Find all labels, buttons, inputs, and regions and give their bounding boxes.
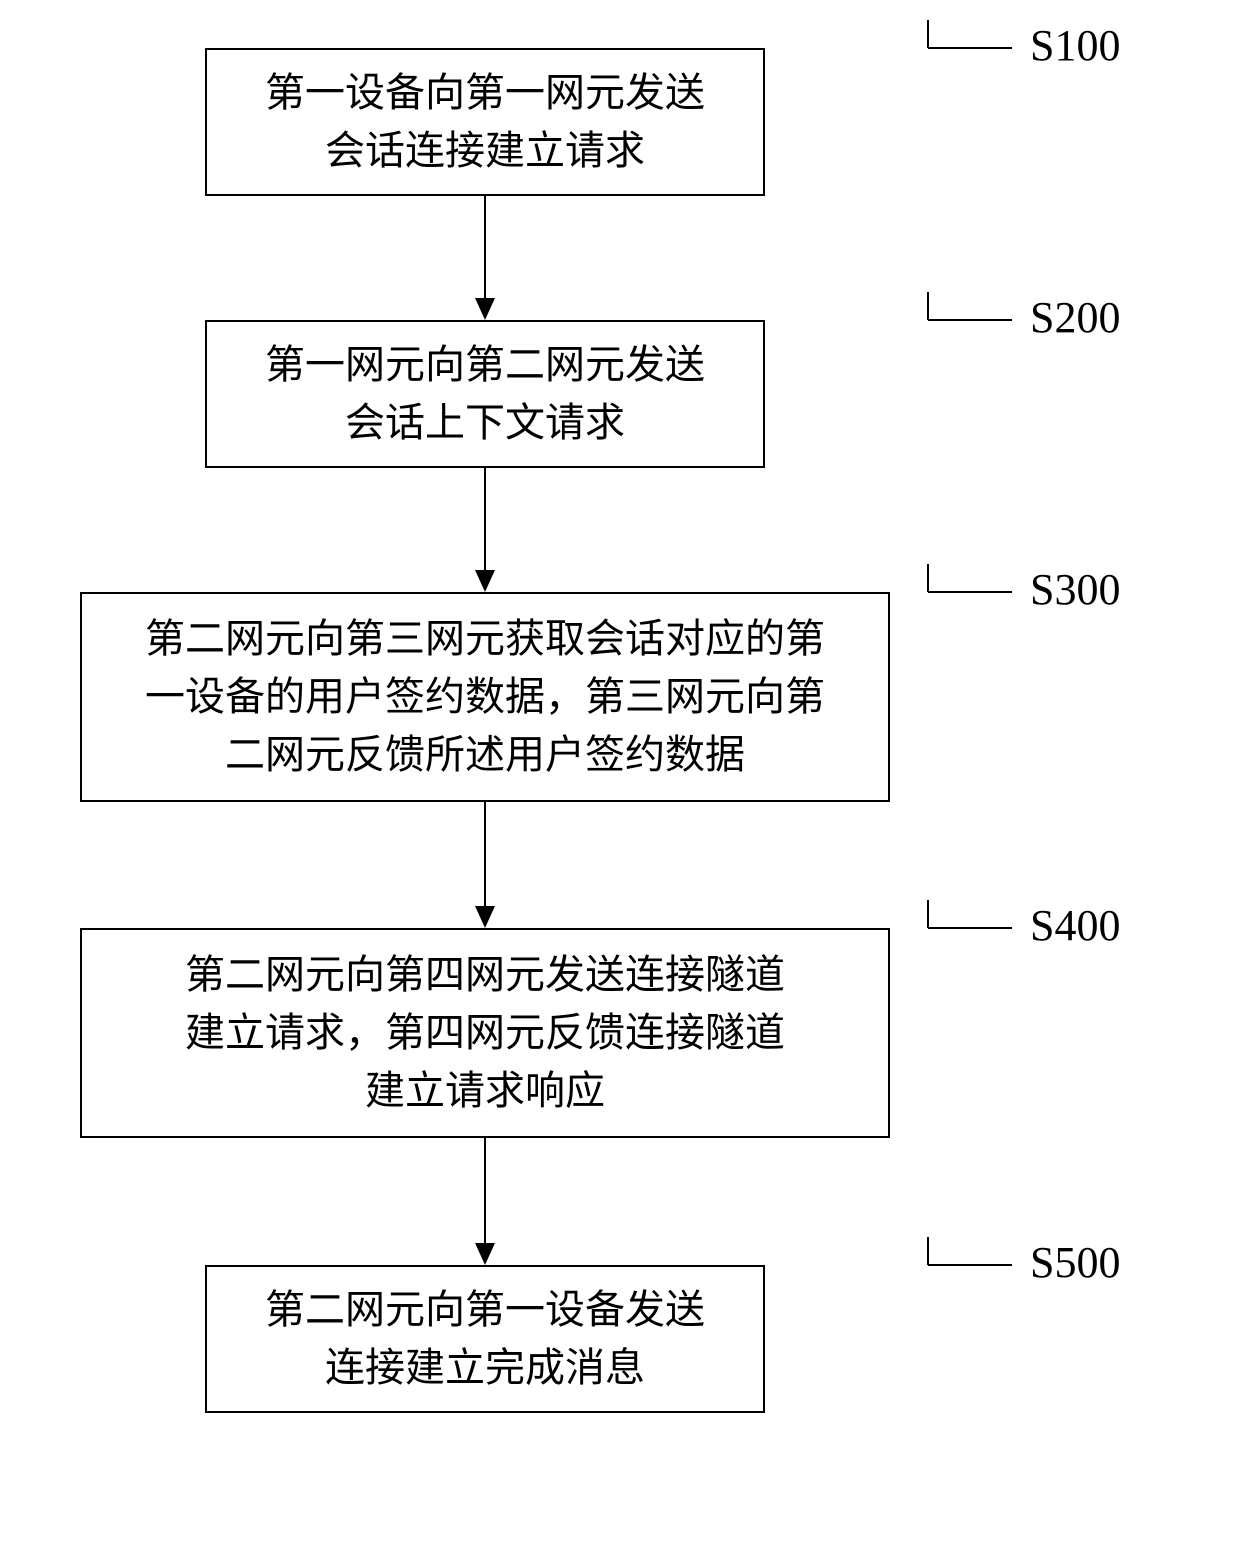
step-box-s200: 第一网元向第二网元发送会话上下文请求 (205, 320, 765, 468)
flowchart-canvas: 第一设备向第一网元发送会话连接建立请求 S100 第一网元向第二网元发送会话上下… (0, 0, 1240, 1563)
step-label-s400: S400 (1030, 900, 1120, 951)
step-text-s200: 第一网元向第二网元发送会话上下文请求 (265, 336, 705, 452)
step-label-s300: S300 (1030, 564, 1120, 615)
step-box-s400: 第二网元向第四网元发送连接隧道建立请求，第四网元反馈连接隧道建立请求响应 (80, 928, 890, 1138)
step-box-s300: 第二网元向第三网元获取会话对应的第一设备的用户签约数据，第三网元向第二网元反馈所… (80, 592, 890, 802)
step-label-s200: S200 (1030, 292, 1120, 343)
step-box-s100: 第一设备向第一网元发送会话连接建立请求 (205, 48, 765, 196)
step-box-s500: 第二网元向第一设备发送连接建立完成消息 (205, 1265, 765, 1413)
step-text-s400: 第二网元向第四网元发送连接隧道建立请求，第四网元反馈连接隧道建立请求响应 (185, 946, 785, 1120)
step-text-s100: 第一设备向第一网元发送会话连接建立请求 (265, 64, 705, 180)
step-label-s100: S100 (1030, 20, 1120, 71)
step-text-s500: 第二网元向第一设备发送连接建立完成消息 (265, 1281, 705, 1397)
step-label-s500: S500 (1030, 1237, 1120, 1288)
step-text-s300: 第二网元向第三网元获取会话对应的第一设备的用户签约数据，第三网元向第二网元反馈所… (145, 610, 825, 784)
